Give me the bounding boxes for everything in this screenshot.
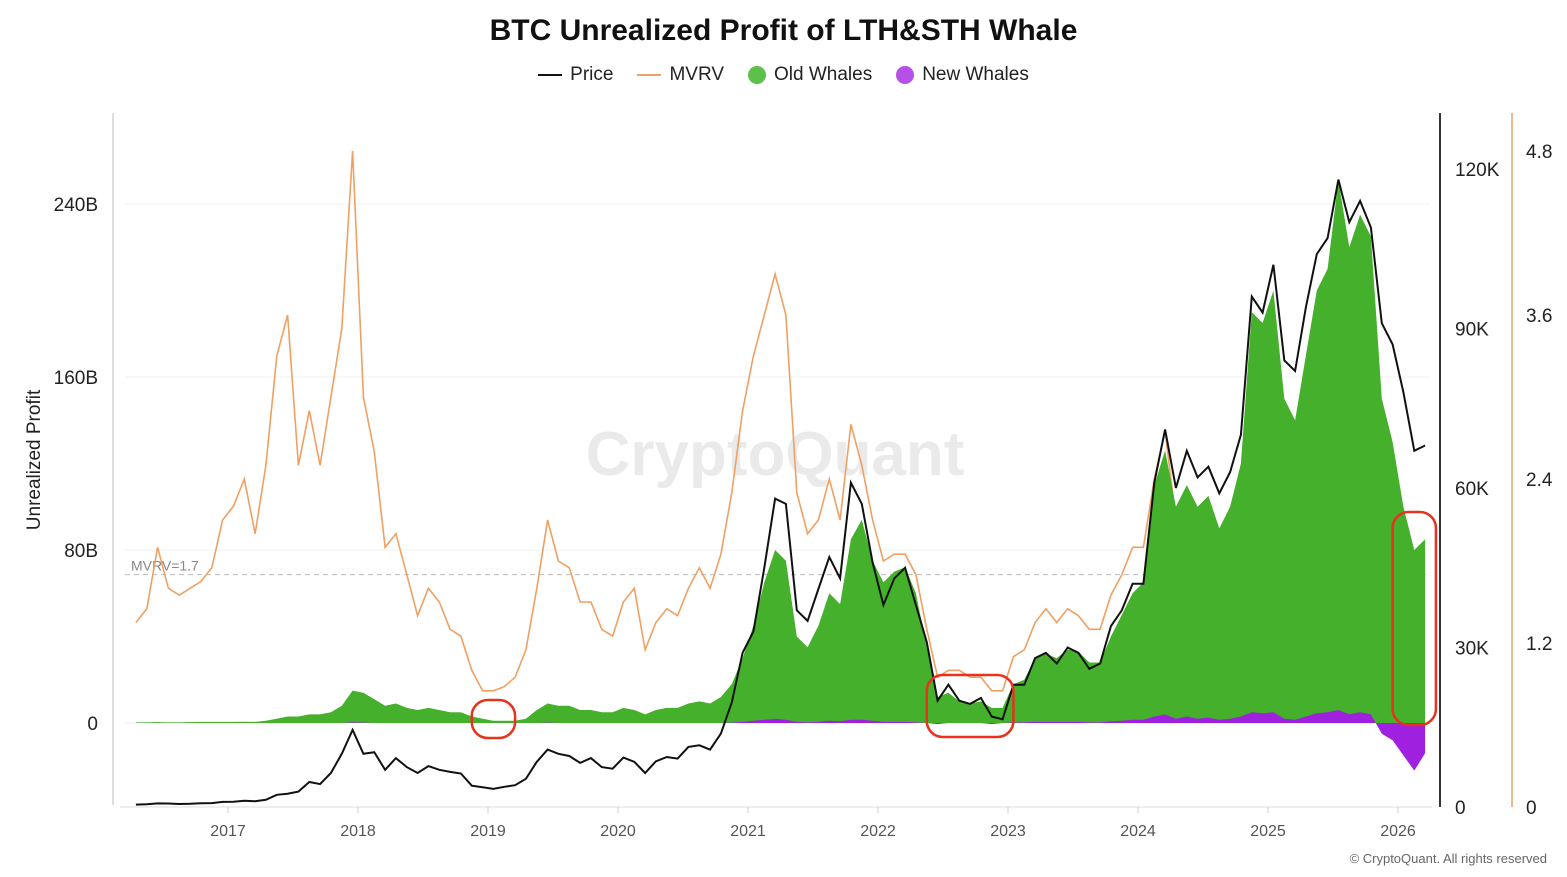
price-swatch bbox=[538, 74, 563, 76]
new-whales-swatch bbox=[896, 66, 915, 84]
old-whales-area bbox=[135, 180, 1426, 723]
annotation-box bbox=[1391, 510, 1438, 727]
copyright: © CryptoQuant. All rights reserved bbox=[1349, 851, 1547, 866]
legend-item-price[interactable]: Price bbox=[538, 64, 613, 86]
price-line bbox=[135, 179, 1426, 806]
y-left-tick: 160B bbox=[54, 368, 98, 389]
x-tick: 2019 bbox=[470, 823, 506, 840]
y-left-tick: 80B bbox=[64, 541, 98, 562]
x-tick: 2018 bbox=[340, 823, 376, 840]
x-tick: 2021 bbox=[730, 823, 766, 840]
y-mvrv-tick: 2.4 bbox=[1526, 470, 1553, 491]
y-left-tick: 240B bbox=[54, 195, 98, 216]
legend-item-old-whales[interactable]: Old Whales bbox=[748, 64, 872, 86]
legend-label: Old Whales bbox=[774, 64, 873, 85]
y-price-tick: 120K bbox=[1455, 160, 1500, 181]
y-left-tick: 0 bbox=[87, 714, 98, 735]
y-mvrv-tick: 4.8 bbox=[1526, 142, 1552, 163]
annotation-box bbox=[470, 698, 517, 740]
x-tick: 2023 bbox=[990, 823, 1026, 840]
y-price-tick: 0 bbox=[1455, 798, 1466, 819]
y-mvrv-tick: 0 bbox=[1526, 798, 1537, 819]
y-price-tick: 30K bbox=[1455, 639, 1489, 660]
legend-label: MVRV bbox=[669, 64, 724, 85]
legend-item-mvrv[interactable]: MVRV bbox=[637, 64, 724, 86]
mvrv-swatch bbox=[637, 74, 662, 76]
legend-item-new-whales[interactable]: New Whales bbox=[896, 64, 1029, 86]
y-price-tick: 90K bbox=[1455, 320, 1489, 341]
x-tick: 2017 bbox=[210, 823, 246, 840]
annotation-box bbox=[925, 673, 1015, 739]
mvrv-reference-label: MVRV=1.7 bbox=[131, 558, 199, 574]
y-axis-label: Unrealized Profit bbox=[24, 389, 45, 530]
watermark: CryptoQuant bbox=[586, 420, 965, 489]
x-tick: 2020 bbox=[600, 823, 636, 840]
y-price-tick: 60K bbox=[1455, 479, 1489, 500]
new-whales-area bbox=[135, 710, 1426, 771]
x-tick: 2025 bbox=[1250, 823, 1286, 840]
x-tick: 2026 bbox=[1380, 823, 1416, 840]
y-mvrv-tick: 1.2 bbox=[1526, 634, 1552, 655]
y-mvrv-tick: 3.6 bbox=[1526, 306, 1552, 327]
legend-label: Price bbox=[570, 64, 614, 85]
legend: Price MVRV Old Whales New Whales bbox=[0, 64, 1567, 86]
x-tick: 2022 bbox=[860, 823, 896, 840]
old-whales-swatch bbox=[748, 66, 766, 84]
chart-title: BTC Unrealized Profit of LTH&STH Whale bbox=[489, 14, 1078, 47]
x-tick: 2024 bbox=[1120, 823, 1156, 840]
legend-label: New Whales bbox=[922, 64, 1029, 85]
